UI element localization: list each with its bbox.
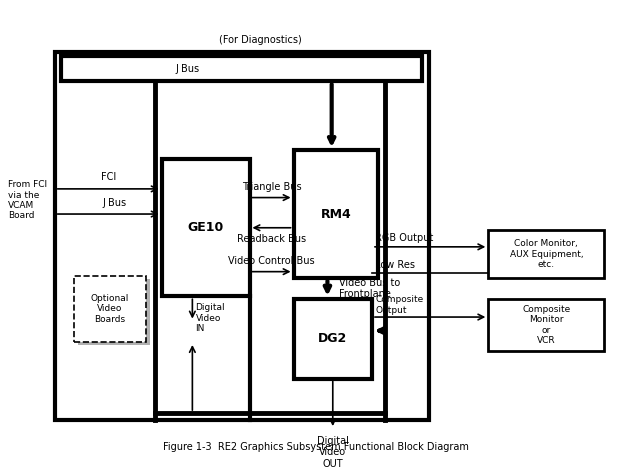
Bar <box>293 150 379 278</box>
Text: (For Diagnostics): (For Diagnostics) <box>219 35 302 45</box>
Bar <box>61 56 422 81</box>
Text: Readback Bus: Readback Bus <box>237 234 306 244</box>
Bar <box>55 52 428 420</box>
Text: Video Control Bus: Video Control Bus <box>228 256 315 266</box>
Text: J Bus: J Bus <box>102 198 127 208</box>
Text: Figure 1-3  RE2 Graphics Subsystem Functional Block Diagram: Figure 1-3 RE2 Graphics Subsystem Functi… <box>163 442 468 452</box>
Text: J Bus: J Bus <box>175 64 199 74</box>
Text: RM4: RM4 <box>321 208 351 220</box>
Text: Low Res: Low Res <box>375 260 415 270</box>
Text: Digital
Video
OUT: Digital Video OUT <box>317 436 349 469</box>
Text: DG2: DG2 <box>318 332 348 345</box>
Text: From FCI
via the
VCAM
Board: From FCI via the VCAM Board <box>8 180 47 220</box>
Text: Composite
Monitor
or
VCR: Composite Monitor or VCR <box>522 305 570 345</box>
Bar <box>162 159 249 296</box>
Text: FCI: FCI <box>100 172 116 182</box>
Bar <box>488 230 604 278</box>
Text: Optional
Video
Boards: Optional Video Boards <box>91 294 129 324</box>
Text: Color Monitor,
AUX Equipment,
etc.: Color Monitor, AUX Equipment, etc. <box>510 239 583 269</box>
Text: GE10: GE10 <box>187 221 223 234</box>
Bar <box>78 279 150 345</box>
Text: Composite
Output: Composite Output <box>375 295 423 315</box>
Text: RGB Output: RGB Output <box>375 233 433 243</box>
Text: Video Bus to
Frontplane: Video Bus to Frontplane <box>339 277 400 299</box>
Bar <box>293 299 372 379</box>
Bar <box>488 299 604 351</box>
Bar <box>74 276 146 342</box>
Text: Digital
Video
IN: Digital Video IN <box>196 303 225 333</box>
Text: Triangle Bus: Triangle Bus <box>242 181 302 191</box>
